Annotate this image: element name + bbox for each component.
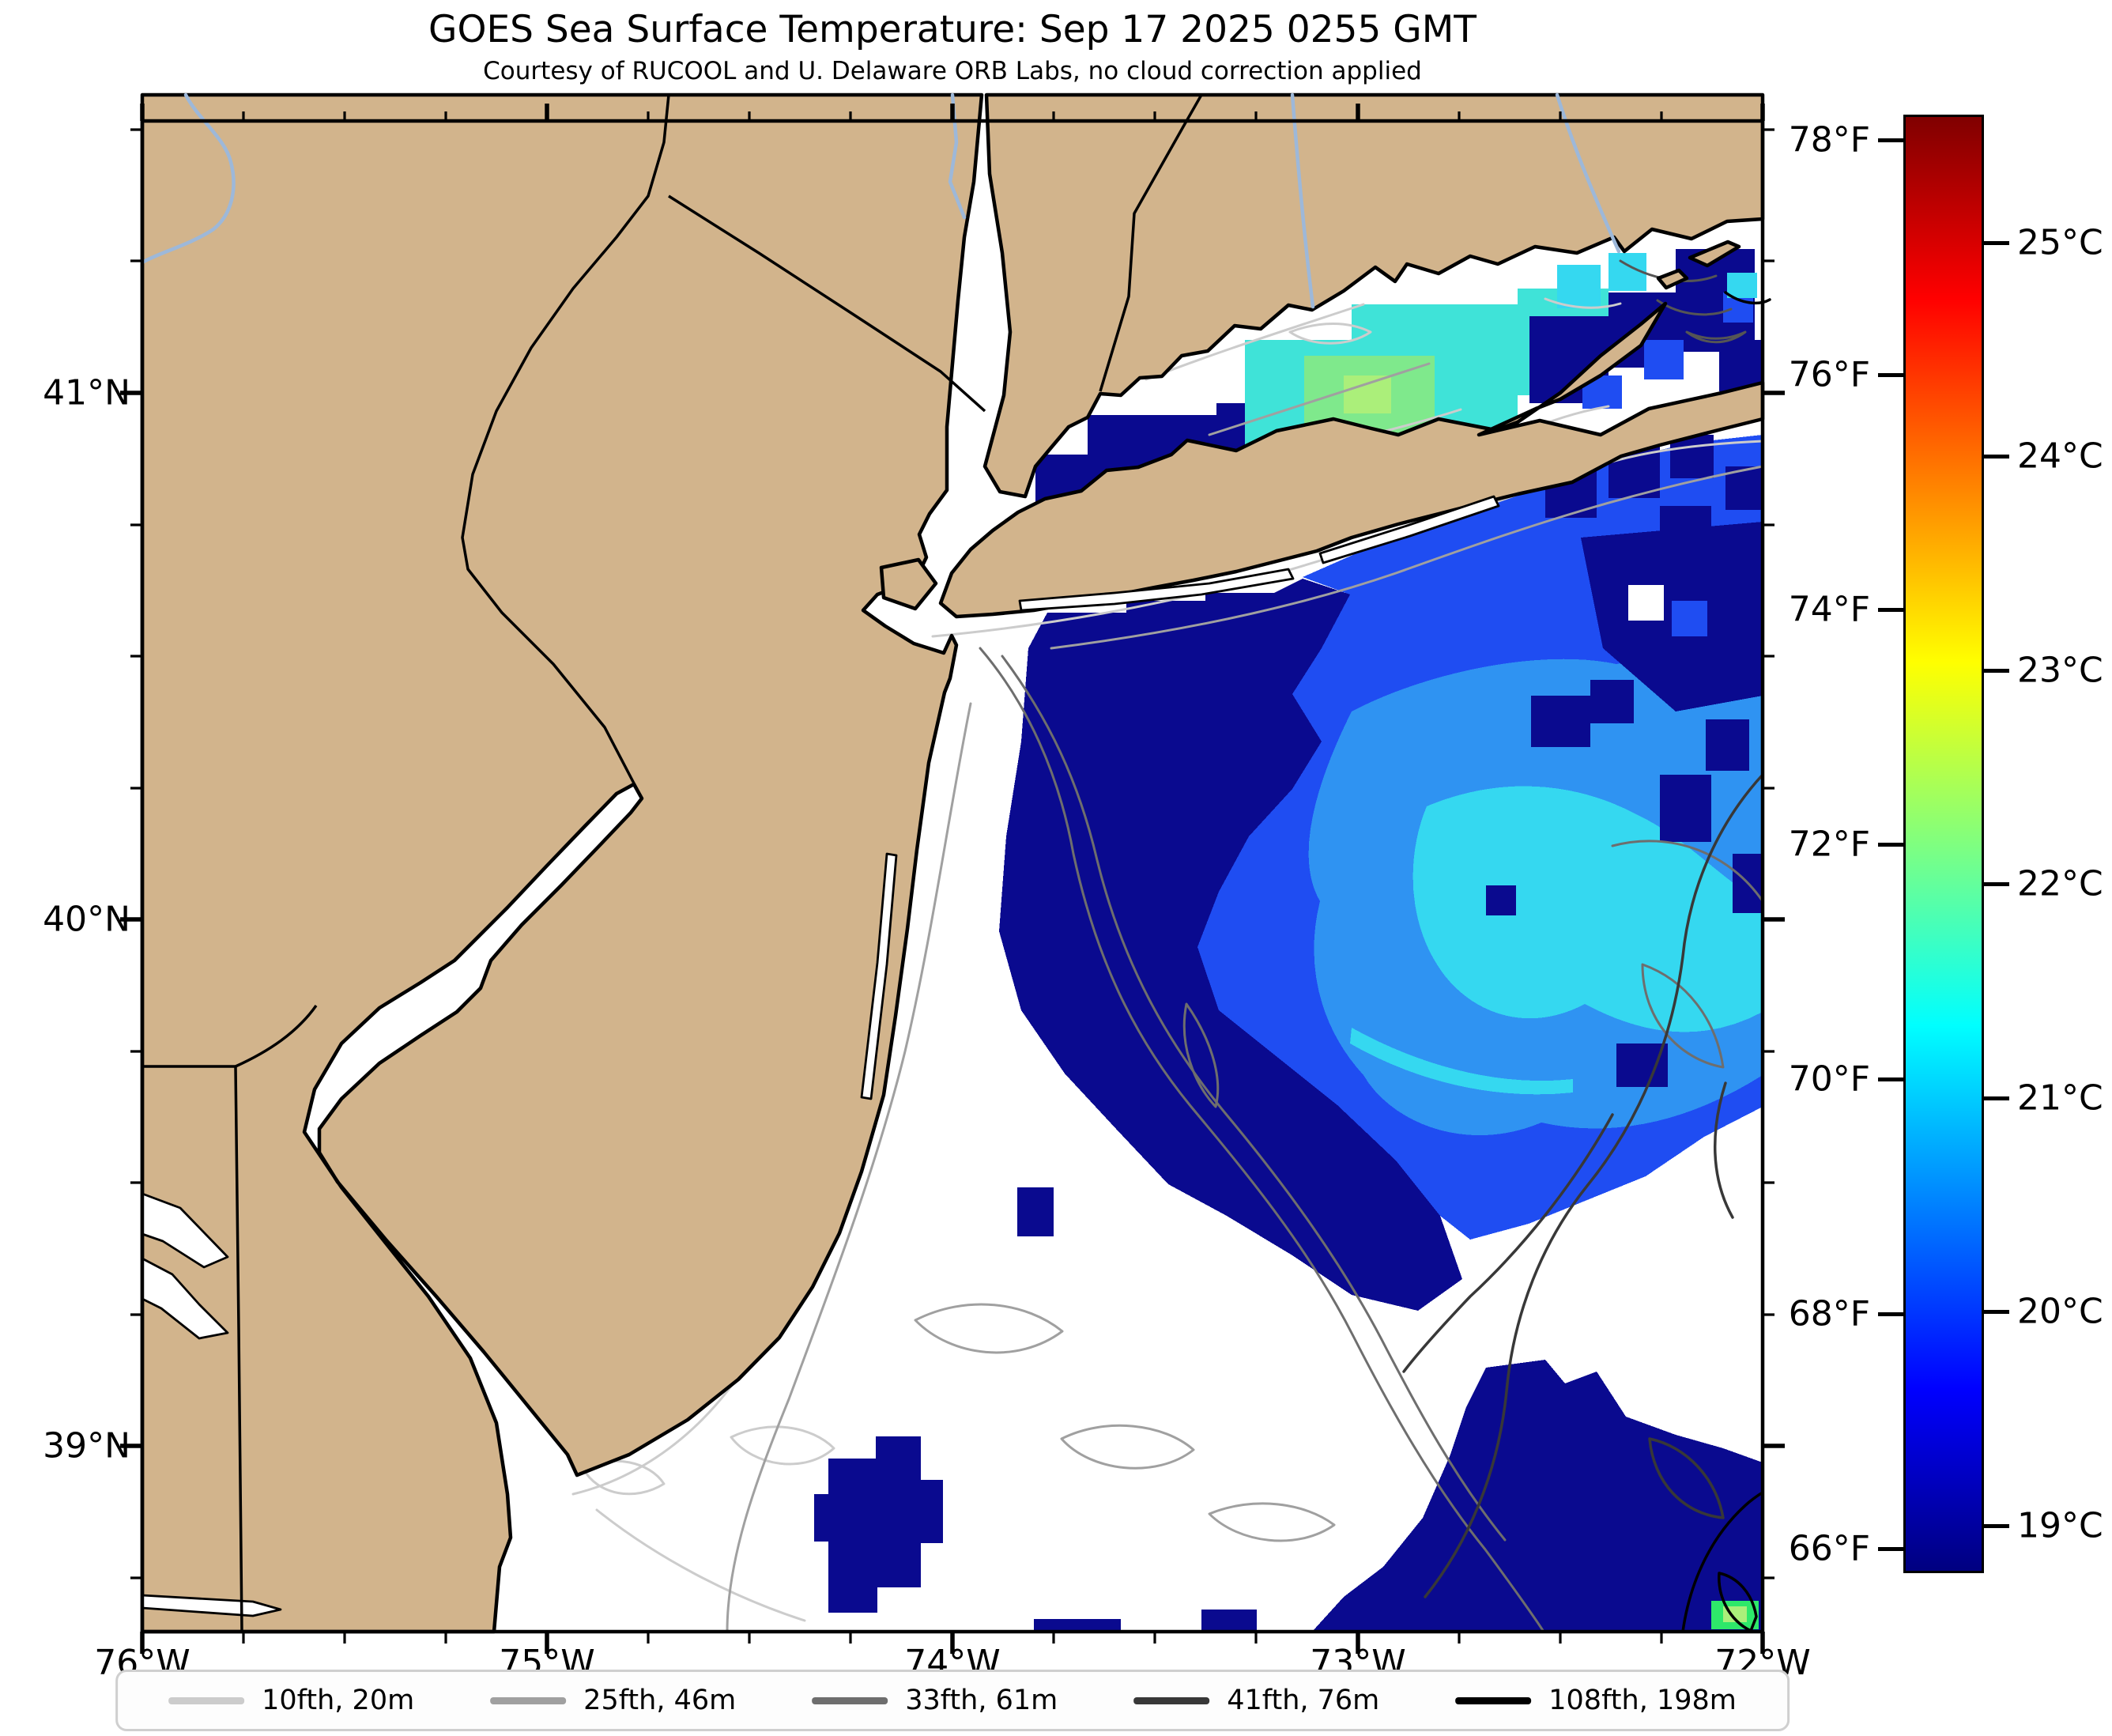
cbar-label-70f: 70°F <box>1788 1059 1870 1100</box>
cbar-label-78f: 78°F <box>1788 119 1870 160</box>
legend-item-108fth: 108fth, 198m <box>1455 1685 1737 1716</box>
legend-label: 10fth, 20m <box>262 1685 415 1716</box>
legend-item-25fth: 25fth, 46m <box>490 1685 736 1716</box>
legend-line-41fth-icon <box>1133 1696 1210 1704</box>
legend-line-108fth-icon <box>1455 1696 1532 1704</box>
cbar-tick-21c <box>1984 1096 2009 1100</box>
cbar-tick-74f <box>1878 608 1903 612</box>
legend-item-41fth: 41fth, 76m <box>1133 1685 1379 1716</box>
cbar-tick-78f <box>1878 138 1903 142</box>
border-de-arc <box>235 1004 318 1068</box>
page-title: GOES Sea Surface Temperature: Sep 17 202… <box>428 8 1477 51</box>
legend-line-25fth-icon <box>490 1696 567 1704</box>
cbar-label-72f: 72°F <box>1788 824 1870 865</box>
lat-tick-40n: 40°N <box>43 899 130 940</box>
legend-item-33fth: 33fth, 61m <box>812 1685 1058 1716</box>
land-islet <box>1656 268 1689 290</box>
cbar-tick-76f <box>1878 373 1903 377</box>
border-ny-nj <box>668 194 986 413</box>
contour-25fth <box>726 362 1764 1633</box>
chesapeake-arm-2 <box>141 1257 229 1340</box>
border-delaware-river-upper <box>461 94 670 799</box>
cbar-tick-23c <box>1984 669 2009 673</box>
legend-line-10fth-icon <box>168 1696 245 1704</box>
inland-water-layer <box>141 495 1500 1617</box>
land-mainland-west <box>140 92 984 1634</box>
minor-ticks <box>130 111 1774 1644</box>
land-staten-island <box>879 557 938 611</box>
cbar-tick-70f <box>1878 1077 1903 1081</box>
cbar-tick-72f <box>1878 843 1903 847</box>
contour-41fth <box>1402 773 1764 1598</box>
map-frame-and-ticks <box>120 104 1785 1654</box>
legend-item-10fth: 10fth, 20m <box>168 1685 414 1716</box>
cbar-label-23c: 23°C <box>2017 650 2103 691</box>
susquehanna-river <box>140 92 236 265</box>
legend-label: 108fth, 198m <box>1548 1685 1737 1716</box>
land-long-island <box>938 301 1765 619</box>
barnegat-bay <box>860 852 898 1100</box>
legend-line-33fth-icon <box>812 1696 888 1704</box>
major-ticks <box>120 104 1785 1654</box>
map-svg <box>120 92 1785 1654</box>
cbar-tick-19c <box>1984 1524 2009 1528</box>
cbar-label-22c: 22°C <box>2017 863 2103 904</box>
legend-label: 33fth, 61m <box>905 1685 1058 1716</box>
cbar-label-24c: 24°C <box>2017 436 2103 477</box>
land-fishers-island <box>1688 240 1741 268</box>
cbar-label-66f: 66°F <box>1788 1528 1870 1569</box>
sst-colorbar <box>1903 115 1984 1573</box>
cbar-tick-20c <box>1984 1310 2009 1314</box>
border-ct-ny <box>1099 94 1203 392</box>
cbar-label-21c: 21°C <box>2017 1077 2103 1119</box>
cbar-tick-24c <box>1984 455 2009 459</box>
connecticut-river <box>1555 92 1621 254</box>
cbar-label-20c: 20°C <box>2017 1291 2103 1332</box>
cbar-tick-66f <box>1878 1547 1903 1551</box>
page-subtitle: Courtesy of RUCOOL and U. Delaware ORB L… <box>483 57 1422 85</box>
state-borders <box>142 94 1203 1632</box>
isobath-legend: 10fth, 20m 25fth, 46m 33fth, 61m 41fth, … <box>115 1670 1790 1731</box>
legend-label: 41fth, 76m <box>1227 1685 1380 1716</box>
great-south-bay <box>1018 568 1295 612</box>
cbar-label-19c: 19°C <box>2017 1505 2103 1546</box>
cbar-label-76f: 76°F <box>1788 354 1870 395</box>
cbar-tick-25c <box>1984 241 2009 245</box>
cbar-tick-68f <box>1878 1312 1903 1316</box>
land-mainland-east <box>982 92 1765 499</box>
legend-label: 25fth, 46m <box>583 1685 737 1716</box>
cbar-tick-22c <box>1984 882 2009 886</box>
moriches-bay <box>1318 495 1500 564</box>
border-de-md <box>234 1066 243 1632</box>
cbar-label-25c: 25°C <box>2017 222 2103 263</box>
map-canvas <box>120 92 1785 1654</box>
lat-tick-39n: 39°N <box>43 1425 130 1466</box>
cbar-label-74f: 74°F <box>1788 589 1870 630</box>
contour-108fth <box>1681 291 1771 1633</box>
lat-tick-41n: 41°N <box>43 372 130 413</box>
land-layer <box>140 92 1765 1634</box>
cbar-label-68f: 68°F <box>1788 1293 1870 1334</box>
